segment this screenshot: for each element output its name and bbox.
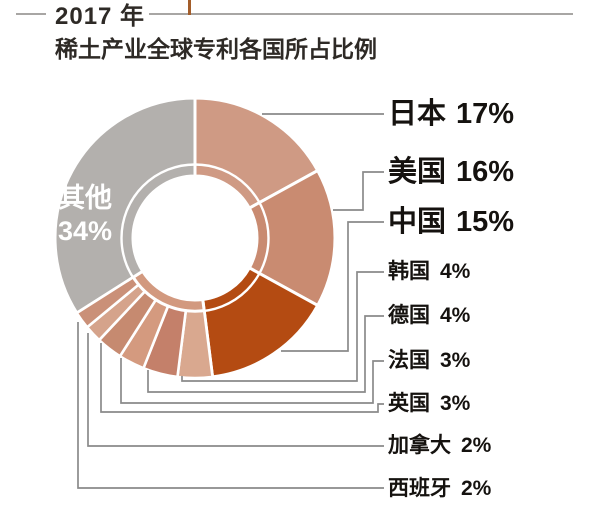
legend-value-germany: 4%	[440, 304, 471, 327]
legend-row-germany: 德国 4%	[388, 304, 470, 328]
others-slice-label: 其他 34%	[58, 182, 128, 248]
chart-title-year: 2017 年	[55, 3, 146, 30]
legend-row-china: 中国 15%	[388, 206, 514, 238]
slice-china	[201, 266, 320, 379]
leader-line-usa	[333, 171, 384, 211]
leader-line-china	[281, 221, 384, 352]
legend-label-china: 中国	[388, 206, 447, 238]
legend-row-usa: 美国 16%	[388, 156, 514, 188]
legend-value-usa: 16%	[456, 156, 515, 188]
others-slice-name: 其他	[58, 183, 112, 213]
legend-label-france: 法国	[388, 349, 430, 372]
legend-row-uk: 英国 3%	[388, 392, 470, 416]
leader-line-france	[120, 358, 384, 404]
legend-value-canada: 2%	[461, 434, 492, 457]
legend-label-korea: 韩国	[388, 260, 430, 283]
legend-row-france: 法国 3%	[388, 349, 470, 373]
slice-usa	[247, 169, 337, 307]
legend-value-uk: 3%	[440, 392, 471, 415]
leader-line-spain	[77, 322, 384, 489]
slice-others	[53, 96, 197, 315]
decor-tick-brown	[188, 0, 191, 15]
legend-row-korea: 韩国 4%	[388, 260, 470, 284]
leader-line-korea	[181, 271, 384, 382]
legend-label-usa: 美国	[388, 156, 447, 188]
slice-japan	[193, 96, 320, 210]
legend-label-uk: 英国	[388, 392, 430, 415]
chart-title: 2017 年 稀土产业全球专利各国所占比例	[55, 2, 377, 64]
leader-line-uk	[100, 343, 384, 413]
decor-rule-right	[149, 13, 573, 15]
legend-label-spain: 西班牙	[388, 477, 451, 500]
legend-value-spain: 2%	[461, 477, 492, 500]
legend-value-korea: 4%	[440, 260, 471, 283]
legend-label-germany: 德国	[388, 304, 430, 327]
legend-value-france: 3%	[440, 349, 471, 372]
others-slice-pct: 34%	[58, 216, 113, 246]
leader-line-canada	[87, 333, 384, 447]
legend-label-canada: 加拿大	[388, 434, 451, 457]
legend-row-spain: 西班牙 2%	[388, 477, 491, 501]
inner-ring-divider	[120, 163, 270, 313]
legend-row-japan: 日本 17%	[388, 98, 514, 130]
leader-line-germany	[147, 315, 384, 393]
legend-value-china: 15%	[456, 206, 515, 238]
legend-label-japan: 日本	[388, 98, 447, 130]
decor-rule-left	[16, 13, 46, 15]
legend-value-japan: 17%	[456, 98, 515, 130]
legend-row-canada: 加拿大 2%	[388, 434, 491, 458]
chart-title-subject: 稀土产业全球专利各国所占比例	[55, 36, 377, 62]
